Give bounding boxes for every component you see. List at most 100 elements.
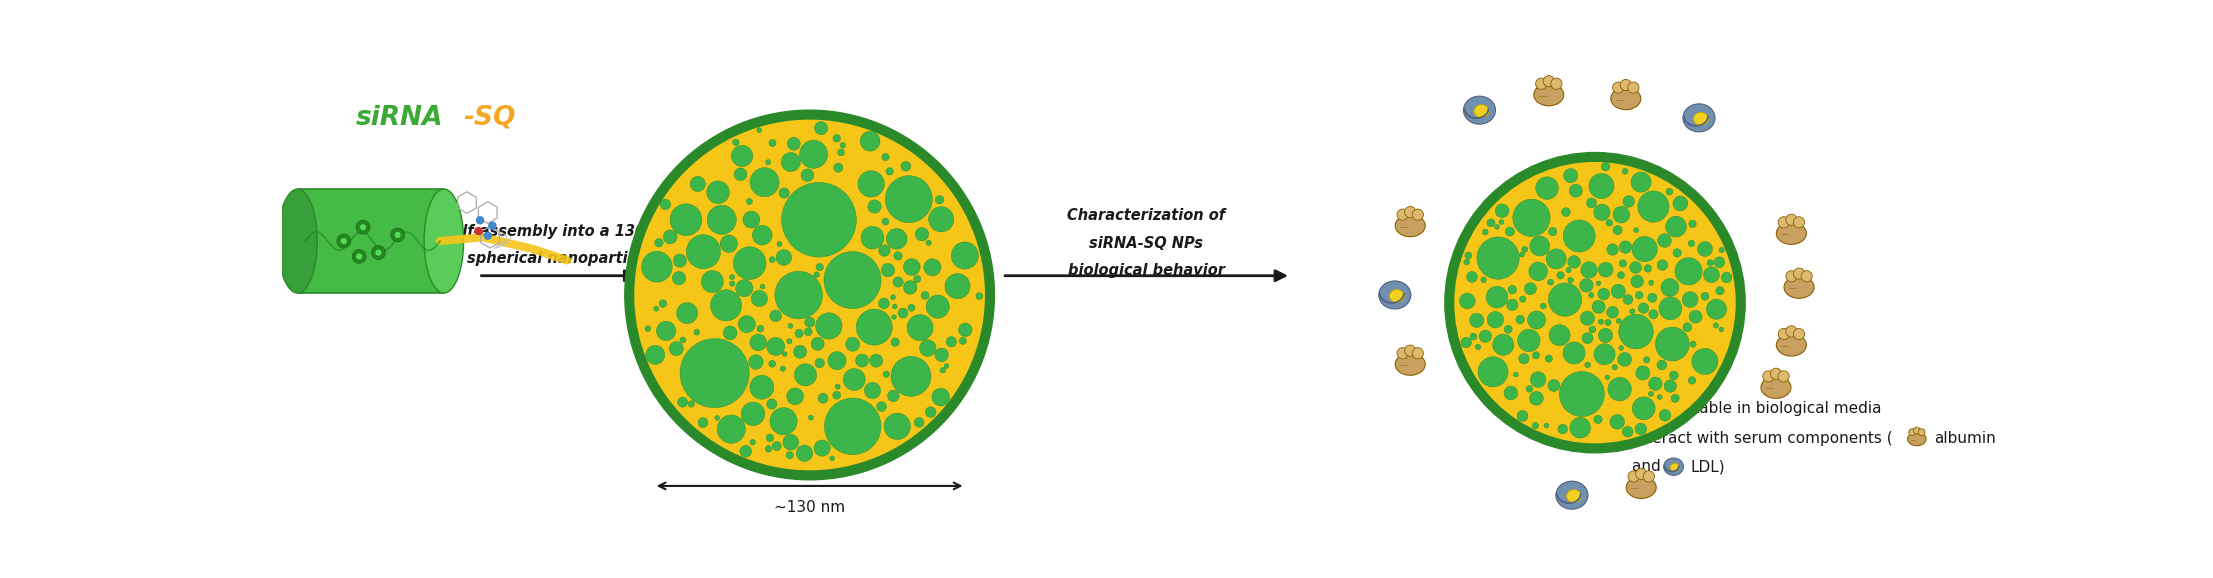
Circle shape [1622,168,1629,174]
Circle shape [1465,252,1472,259]
Circle shape [653,306,659,311]
Circle shape [1542,76,1554,87]
Circle shape [768,360,777,367]
Circle shape [929,207,954,232]
Ellipse shape [1394,214,1425,236]
Circle shape [1689,310,1702,323]
Circle shape [1618,353,1631,366]
Circle shape [752,225,772,245]
Ellipse shape [1379,281,1412,309]
Circle shape [1786,271,1797,282]
Circle shape [1671,394,1680,402]
Circle shape [1518,354,1529,364]
Text: Characterization of: Characterization of [1067,208,1226,223]
Circle shape [794,329,803,338]
Ellipse shape [1611,88,1640,110]
Circle shape [690,176,706,191]
Circle shape [1593,415,1602,424]
Circle shape [812,338,823,350]
Circle shape [770,257,775,262]
Circle shape [1633,228,1638,232]
Circle shape [702,271,724,292]
Circle shape [1635,423,1646,435]
Text: and: and [1631,459,1666,474]
Circle shape [1478,357,1507,387]
Circle shape [797,445,812,461]
Circle shape [1658,234,1671,247]
Circle shape [1523,246,1527,253]
Circle shape [1582,332,1593,344]
Text: biological behavior: biological behavior [1069,263,1226,278]
Circle shape [907,314,934,340]
Circle shape [1478,330,1492,342]
Circle shape [1704,267,1720,283]
Circle shape [1591,301,1604,313]
Circle shape [788,138,801,150]
Circle shape [1531,423,1538,429]
Circle shape [735,168,746,181]
Circle shape [1569,184,1582,197]
Circle shape [1547,380,1560,391]
Circle shape [697,418,708,428]
Circle shape [817,313,841,339]
Circle shape [719,235,737,253]
Circle shape [856,354,870,367]
Circle shape [766,434,775,442]
Ellipse shape [279,189,316,293]
Circle shape [750,439,755,445]
Text: siRNA-SQ NPs: siRNA-SQ NPs [1089,236,1204,251]
Circle shape [372,246,385,260]
Circle shape [642,251,673,282]
Circle shape [1706,260,1713,266]
Circle shape [958,323,972,336]
Circle shape [1666,216,1686,237]
Circle shape [1483,229,1487,235]
Circle shape [1596,281,1600,286]
Circle shape [1565,168,1578,183]
Circle shape [1660,297,1682,320]
Circle shape [1713,323,1720,328]
Circle shape [1580,262,1598,278]
Circle shape [1649,293,1658,302]
Circle shape [1669,371,1677,380]
Circle shape [1604,320,1611,325]
Text: LDL): LDL) [1691,459,1726,474]
Text: ✓: ✓ [1609,430,1622,448]
Circle shape [1764,370,1775,382]
Circle shape [1689,240,1695,247]
Circle shape [916,228,929,241]
Circle shape [976,292,983,299]
Circle shape [1514,199,1549,236]
Circle shape [1638,191,1669,222]
Circle shape [1658,395,1662,399]
Circle shape [657,321,675,340]
Circle shape [733,139,739,146]
Circle shape [1658,360,1666,370]
Circle shape [1715,287,1724,295]
Circle shape [1777,217,1790,228]
Circle shape [834,163,843,172]
Circle shape [1536,177,1558,199]
Circle shape [715,416,719,420]
Circle shape [1549,325,1569,346]
Text: Highly stable in biological media: Highly stable in biological media [1631,401,1881,416]
Circle shape [923,259,941,276]
Circle shape [1405,206,1416,218]
Circle shape [814,272,819,277]
Circle shape [646,345,664,364]
Circle shape [885,176,932,223]
Circle shape [768,139,777,147]
Circle shape [783,352,788,357]
Circle shape [1518,410,1527,421]
Circle shape [750,168,779,197]
Ellipse shape [425,189,463,293]
Ellipse shape [1390,290,1405,302]
Circle shape [945,364,949,368]
Circle shape [892,338,898,346]
Circle shape [1545,355,1551,362]
Circle shape [1529,262,1547,281]
Text: Interact with serum components (: Interact with serum components ( [1631,431,1892,446]
Circle shape [892,277,903,287]
Circle shape [1689,377,1695,384]
Circle shape [1914,427,1921,434]
